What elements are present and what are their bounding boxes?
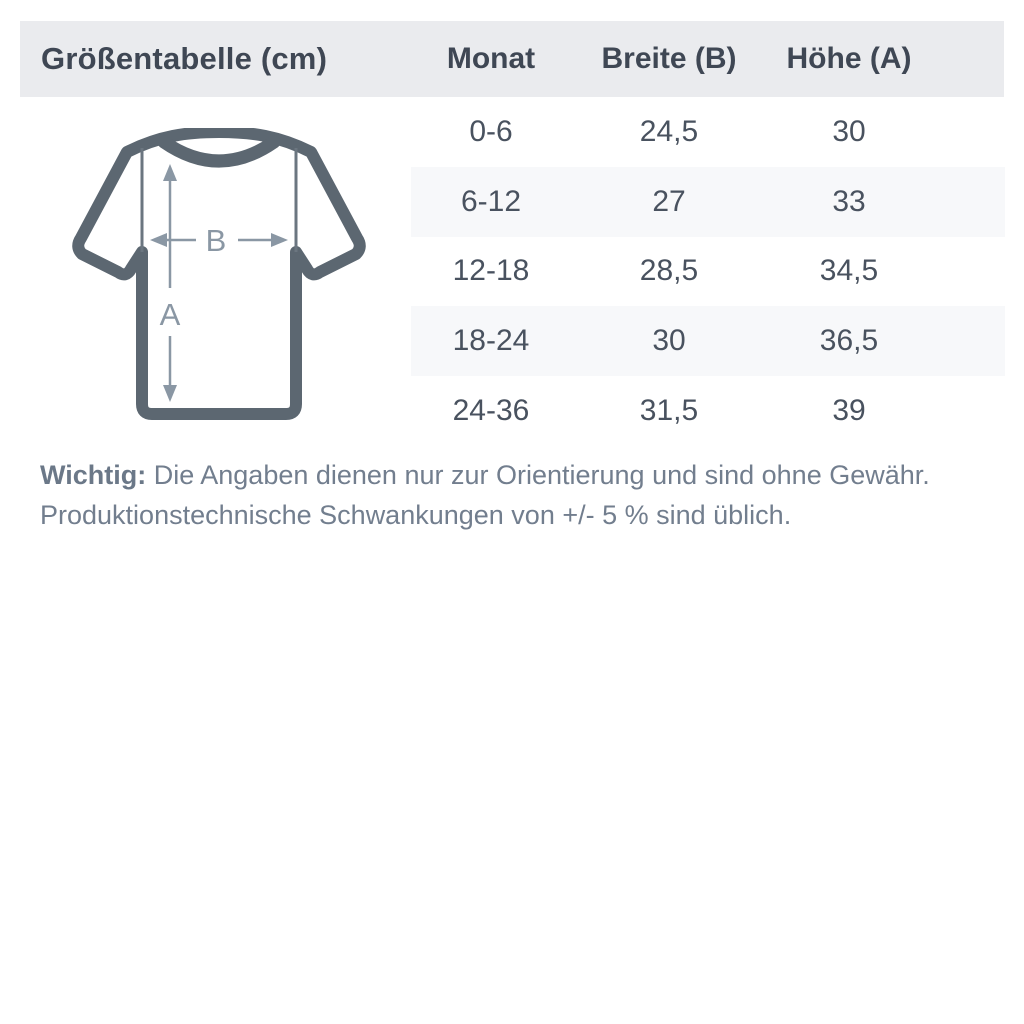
size-table-body: 0-6 24,5 30 6-12 27 33 12-18 28,5 34,5 1…: [411, 97, 1005, 446]
table-row: 6-12 27 33: [411, 166, 1005, 237]
collar-shape: [157, 135, 281, 168]
tshirt-outline-icon: B A: [72, 126, 366, 420]
arrow-left-head: [150, 233, 167, 247]
column-headers: Monat Breite (B) Höhe (A): [411, 42, 931, 76]
cell-monat: 6-12: [460, 184, 522, 218]
column-header-hoehe: Höhe (A): [786, 42, 912, 75]
table-row: 24-36 31,5 39: [411, 376, 1005, 446]
table-row: 18-24 30 36,5: [411, 306, 1005, 377]
cell-hoehe: 30: [832, 114, 866, 148]
cell-breite: 28,5: [639, 254, 699, 288]
table-row: 0-6 24,5 30: [411, 97, 1005, 167]
arrow-up-head: [163, 164, 177, 181]
width-label-b: B: [206, 223, 227, 258]
height-arrow-a: A: [160, 164, 181, 402]
cell-monat: 18-24: [452, 324, 530, 358]
column-header-monat: Monat: [446, 42, 536, 75]
width-arrow-b: B: [150, 223, 288, 258]
table-header: Größentabelle (cm) Monat Breite (B) Höhe…: [20, 21, 1004, 97]
cell-monat: 12-18: [452, 254, 530, 288]
cell-breite: 30: [652, 324, 686, 358]
disclaimer-line2: Produktionstechnische Schwankungen von +…: [40, 500, 792, 530]
cell-hoehe: 33: [832, 184, 866, 218]
cell-breite: 31,5: [639, 394, 699, 428]
arrow-down-head: [163, 385, 177, 402]
disclaimer-note: Wichtig: Die Angaben dienen nur zur Orie…: [40, 455, 990, 535]
disclaimer-line1: Die Angaben dienen nur zur Orientierung …: [146, 460, 930, 490]
tshirt-body-shape: [72, 126, 366, 420]
disclaimer-prefix: Wichtig:: [40, 460, 147, 490]
table-row: 12-18 28,5 34,5: [411, 237, 1005, 307]
page-title: Größentabelle (cm): [41, 41, 328, 76]
cell-monat: 0-6: [469, 114, 513, 148]
tshirt-measurement-diagram: B A: [64, 126, 374, 428]
cell-hoehe: 36,5: [819, 324, 879, 358]
cell-hoehe: 39: [832, 394, 866, 428]
height-label-a: A: [160, 297, 181, 332]
cell-breite: 27: [652, 184, 686, 218]
cell-monat: 24-36: [452, 394, 530, 428]
column-header-breite: Breite (B): [601, 42, 737, 75]
arrow-right-head: [271, 233, 288, 247]
cell-breite: 24,5: [639, 114, 699, 148]
cell-hoehe: 34,5: [819, 254, 879, 288]
